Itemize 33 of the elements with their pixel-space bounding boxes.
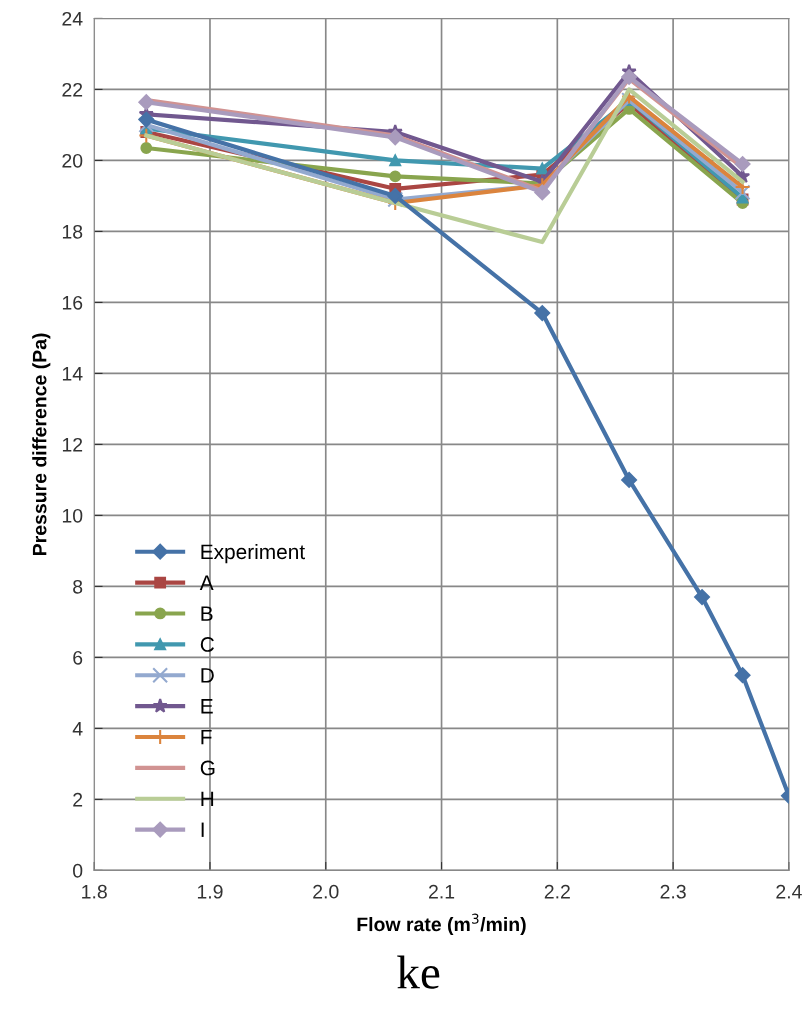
text: ke <box>397 955 440 989</box>
y-tick-label: 4 <box>72 722 83 736</box>
x-axis-title: Flow rate (m$^{3}$/min) <box>357 913 526 936</box>
y-tick-label: 10 <box>62 508 83 523</box>
x-tick-label: 1.9 <box>197 884 223 899</box>
legend-label: E <box>201 699 213 714</box>
y-tick-label: 12 <box>62 437 83 452</box>
x-tick-label: 2.0 <box>313 884 339 899</box>
legend-label: F <box>201 729 212 745</box>
legend-label: C <box>200 637 214 652</box>
legend-label: B <box>201 606 213 621</box>
x-tick-label: 2.1 <box>429 884 455 899</box>
x-tick-label: 1.8 <box>82 884 107 899</box>
y-tick-label: 20 <box>62 153 83 168</box>
y-tick-label: 24 <box>62 11 83 26</box>
legend-label: G <box>200 760 215 776</box>
legend-label: A <box>199 575 214 590</box>
y-tick-label: 8 <box>73 579 83 594</box>
x-tick-label: 2.3 <box>660 884 686 899</box>
legend-label: I <box>201 822 204 837</box>
y-tick-label: 6 <box>73 650 83 665</box>
y-axis-title: Pressure difference (Pa) <box>32 333 51 555</box>
y-tick-label: 22 <box>62 82 83 97</box>
y-tick-label: 18 <box>62 224 83 239</box>
y-tick-label: 2 <box>73 792 83 807</box>
y-tick-label: 14 <box>62 367 83 381</box>
y-tick-label: 16 <box>62 295 83 310</box>
legend-label: H <box>201 791 214 807</box>
legend-label: Experiment <box>201 543 305 564</box>
legend-label: D <box>201 668 214 683</box>
x-tick-label: 2.2 <box>544 884 570 899</box>
x-tick-label: 2.4 <box>776 884 802 899</box>
y-tick-label: 0 <box>73 863 83 878</box>
